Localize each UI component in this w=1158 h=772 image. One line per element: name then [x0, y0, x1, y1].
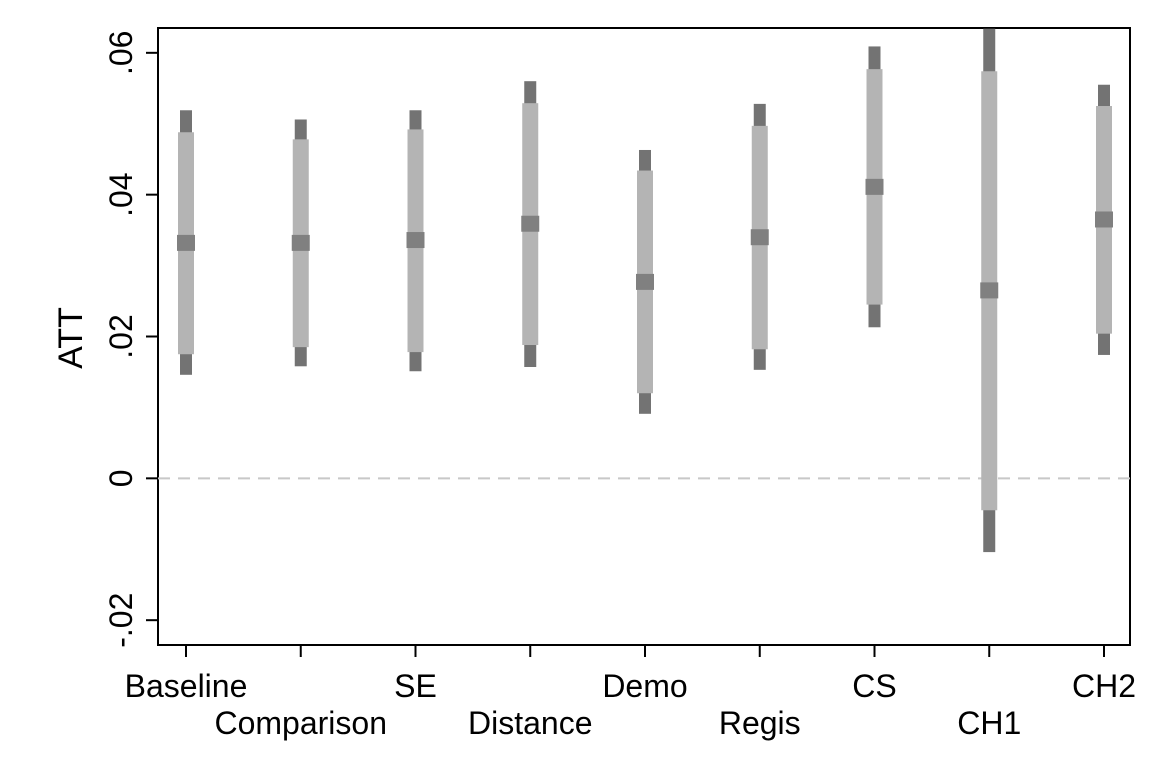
y-axis: -.02 0 .02 .04 .06 [103, 31, 158, 648]
y-tick-label: -.02 [103, 593, 139, 648]
point-estimate-marker [291, 234, 310, 251]
x-tick-label: Distance [468, 705, 593, 741]
estimate-group-distance [521, 81, 540, 367]
point-estimate-marker [406, 232, 425, 249]
x-tick-label: CH1 [957, 705, 1021, 741]
estimate-group-ch1 [980, 28, 999, 553]
x-tick-label: Baseline [125, 668, 248, 704]
x-tick-label: Comparison [214, 705, 387, 741]
estimate-group-comparison [291, 119, 310, 367]
point-estimate-marker [865, 178, 884, 195]
point-estimate-marker [636, 273, 654, 290]
estimate-group-baseline [177, 110, 195, 375]
point-estimate-marker [750, 229, 769, 246]
estimate-group-cs [865, 46, 884, 328]
x-tick-label: CH2 [1072, 668, 1136, 704]
estimate-group-demo [636, 149, 654, 414]
estimate-group-regis [750, 103, 769, 370]
y-tick-label: 0 [103, 469, 139, 487]
point-estimate-marker [521, 215, 540, 232]
y-axis-title: ATT [52, 307, 90, 369]
y-tick-label: .06 [103, 31, 139, 75]
x-tick-label: Regis [719, 705, 801, 741]
x-tick-label: SE [394, 668, 437, 704]
y-tick-label: .02 [103, 314, 139, 358]
y-tick-label: .04 [103, 172, 139, 216]
x-tick-label: Demo [602, 668, 687, 704]
estimate-group-ch2 [1095, 84, 1113, 355]
x-tick-label: CS [852, 668, 896, 704]
point-estimate-marker [1095, 211, 1113, 228]
estimate-group-se [406, 110, 425, 372]
interval-bars-layer [177, 28, 1113, 553]
point-estimate-marker [980, 282, 999, 299]
point-estimate-marker [177, 234, 195, 251]
